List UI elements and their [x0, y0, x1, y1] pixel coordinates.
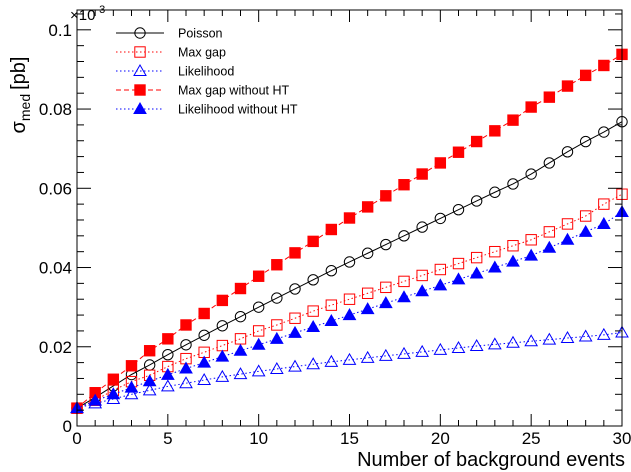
data-point: [526, 102, 536, 112]
data-point: [399, 180, 409, 190]
data-point: [362, 202, 372, 212]
x-tick-label: 5: [163, 429, 172, 448]
data-point: [381, 191, 391, 201]
legend-label: Max gap without HT: [178, 84, 290, 98]
x-tick-label: 0: [72, 429, 81, 448]
data-point: [290, 248, 300, 258]
legend-label: Max gap: [178, 46, 226, 60]
data-point: [453, 147, 463, 157]
data-point: [599, 60, 609, 70]
data-point: [235, 283, 245, 293]
data-point: [163, 334, 173, 344]
y-tick-label: 0.02: [39, 338, 72, 357]
data-point: [217, 295, 227, 305]
data-point: [253, 271, 263, 281]
data-point: [435, 158, 445, 168]
data-point: [126, 361, 136, 371]
data-point: [108, 374, 118, 384]
data-point: [508, 115, 518, 125]
legend-marker: [135, 85, 145, 95]
data-point: [562, 81, 572, 91]
data-point: [544, 92, 554, 102]
y-multiplier-exponent: -3: [95, 4, 105, 16]
data-point: [199, 308, 209, 318]
data-point: [490, 126, 500, 136]
y-tick-label: 0.08: [39, 100, 72, 119]
y-tick-label: 0.06: [39, 179, 72, 198]
data-point: [326, 224, 336, 234]
x-tick-label: 10: [249, 429, 268, 448]
legend-label: Likelihood: [178, 65, 234, 79]
y-tick-label: 0.04: [39, 259, 72, 278]
legend-entry: Max gap without HT: [116, 84, 290, 98]
x-tick-label: 25: [522, 429, 541, 448]
data-point: [417, 169, 427, 179]
data-point: [344, 213, 354, 223]
legend-label: Poisson: [178, 27, 223, 41]
x-tick-label: 30: [613, 429, 631, 448]
data-point: [471, 136, 481, 146]
x-tick-label: 15: [340, 429, 359, 448]
y-multiplier-base: ×10: [70, 7, 95, 24]
x-axis-title: Number of background events: [357, 449, 625, 471]
y-tick-label: 0: [63, 417, 72, 436]
x-tick-label: 20: [431, 429, 450, 448]
data-point: [181, 320, 191, 330]
data-point: [308, 236, 318, 246]
data-point: [272, 260, 282, 270]
y-axis-unit: [pb]: [8, 57, 30, 90]
data-point: [144, 346, 154, 356]
legend-label: Likelihood without HT: [178, 103, 298, 117]
data-point: [580, 70, 590, 80]
y-axis-symbol: σ: [8, 120, 30, 133]
y-axis-subscript: med: [17, 94, 33, 121]
y-tick-label: 0.1: [48, 21, 72, 40]
